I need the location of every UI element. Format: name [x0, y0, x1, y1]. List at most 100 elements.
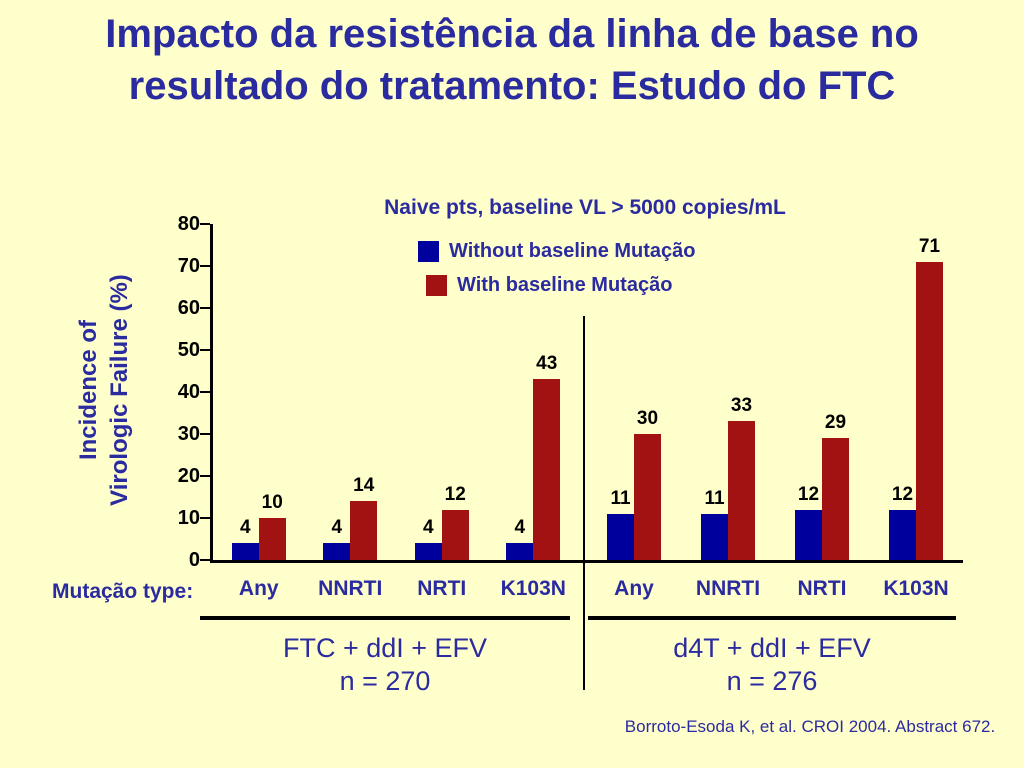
y-tick-label: 80 [177, 213, 200, 235]
y-axis-label-line: Incidence of [75, 319, 102, 461]
group-underline [588, 616, 956, 620]
y-tick-label: 0 [188, 549, 200, 571]
y-tick-label: 30 [177, 423, 200, 445]
y-tick-label: 40 [177, 381, 200, 403]
bar-without-mutation: 4 [506, 517, 534, 560]
mutation-type-label: Mutação type: [52, 580, 194, 603]
y-axis-label-line: Virologic Failure (%) [106, 274, 133, 506]
bar-value-label: 12 [444, 483, 466, 505]
plot-area: 0 10 20 30 40 50 60 70 80 4 10 Any 4 14 NNRTI 4 12 NRTI 4… [178, 213, 963, 600]
bar-value-label: 12 [891, 483, 914, 505]
bar-value-label: 4 [514, 517, 526, 539]
y-tick-mark [200, 349, 210, 351]
chart-legend: Without baseline Mutação With baseline M… [418, 240, 696, 308]
category-label: NRTI [797, 577, 847, 600]
y-tick-label: 10 [177, 507, 200, 529]
bar-with-mutation: 33 [728, 395, 755, 560]
category-label: K103N [883, 577, 949, 600]
y-tick-label: 50 [177, 339, 200, 361]
category-cell: 12 71 K103N [869, 224, 963, 600]
slide-title: Impacto da resistência da linha de base … [105, 12, 919, 108]
group-underline [200, 616, 570, 620]
bar-pair: 11 33 [701, 395, 755, 560]
category-cell: 11 30 Any [587, 224, 681, 600]
bar-with-mutation: 30 [634, 408, 661, 560]
bar-value-label: 71 [918, 235, 941, 257]
bar-pair: 12 29 [795, 412, 849, 560]
bar-value-label: 30 [636, 408, 659, 429]
y-axis-label: Incidence of Virologic Failure (%) [73, 220, 137, 560]
category-cell: 4 12 NRTI [396, 224, 488, 600]
legend-label: Without baseline Mutação [449, 240, 696, 262]
bar-without-mutation: 11 [607, 488, 634, 560]
y-tick-mark [200, 307, 210, 309]
y-tick-label: 70 [177, 255, 200, 277]
bar-without-mutation: 12 [889, 484, 916, 560]
group-caption-d4t: d4T + ddI + EFV n = 276 [588, 632, 956, 698]
bar-value-label: 4 [331, 517, 343, 539]
group-n-label: n = 270 [339, 666, 431, 696]
bar-pair: 4 14 [323, 475, 378, 560]
bar-without-mutation: 4 [323, 517, 351, 560]
group-caption-ftc: FTC + ddI + EFV n = 270 [200, 632, 570, 698]
bar-pair: 4 12 [414, 484, 469, 560]
bar-with-mutation: 14 [350, 475, 378, 560]
group-label: d4T + ddI + EFV [673, 633, 871, 663]
group-divider-line [583, 316, 585, 690]
bar-without-mutation: 11 [701, 488, 728, 560]
y-axis-ticks: 0 10 20 30 40 50 60 70 80 [148, 213, 210, 571]
citation-footer: Borroto-Esoda K, et al. CROI 2004. Abstr… [624, 717, 996, 736]
y-tick-label: 60 [177, 297, 200, 319]
y-tick-label: 20 [177, 465, 200, 487]
category-label: NNRTI [695, 577, 761, 600]
bar-value-label: 4 [422, 517, 434, 539]
legend-item-without: Without baseline Mutação [418, 240, 696, 263]
bar-without-mutation: 4 [414, 517, 442, 560]
category-label: NRTI [417, 577, 467, 600]
bar-without-mutation: 12 [795, 484, 822, 560]
bar-value-label: 11 [610, 487, 631, 509]
bar-with-mutation: 10 [258, 492, 286, 560]
legend-label: With baseline Mutação [457, 274, 673, 296]
y-tick-mark [200, 391, 210, 393]
bar-with-mutation: 71 [916, 236, 943, 560]
bar-with-mutation: 12 [441, 484, 469, 560]
group-label: FTC + ddI + EFV [282, 633, 488, 663]
y-tick-mark [200, 559, 210, 561]
bar-value-label: 43 [536, 353, 558, 375]
bar-value-label: 14 [353, 475, 375, 497]
category-label: Any [238, 577, 279, 600]
bar-with-mutation: 29 [822, 412, 849, 560]
bar-value-label: 10 [261, 492, 283, 513]
category-label: NNRTI [318, 577, 383, 600]
y-tick-mark [200, 265, 210, 267]
bar-pair: 12 71 [889, 236, 943, 560]
bar-value-label: 12 [797, 483, 820, 505]
y-tick-mark [200, 475, 210, 477]
y-tick-mark [200, 517, 210, 519]
bar-group-ftc: 4 10 Any 4 14 NNRTI 4 12 NRTI 4 43 K103N [213, 224, 580, 600]
category-cell: 12 29 NRTI [775, 224, 869, 600]
bar-value-label: 33 [730, 395, 753, 417]
chart-title: Naive pts, baseline VL > 5000 copies/mL [384, 196, 786, 219]
legend-swatch-blue-icon [418, 241, 439, 262]
bar-with-mutation: 43 [533, 353, 561, 560]
category-cell: 4 43 K103N [488, 224, 580, 600]
category-cell: 4 10 Any [213, 224, 305, 600]
legend-swatch-red-icon [426, 275, 447, 296]
bar-without-mutation: 4 [231, 517, 259, 560]
bar-pair: 4 43 [506, 353, 561, 560]
bar-value-label: 29 [824, 412, 847, 434]
legend-item-with: With baseline Mutação [426, 274, 696, 297]
bar-value-label: 4 [239, 517, 251, 539]
bar-value-label: 11 [704, 487, 725, 509]
category-label: Any [614, 577, 654, 600]
y-tick-mark [200, 433, 210, 435]
bar-group-d4t: 11 30 Any 11 33 NNRTI 12 29 NRTI 12 71 K103N [587, 224, 963, 600]
bar-pair: 11 30 [607, 408, 661, 560]
category-cell: 4 14 NNRTI [305, 224, 397, 600]
category-label: K103N [500, 577, 566, 600]
group-n-label: n = 276 [726, 666, 818, 696]
category-cell: 11 33 NNRTI [681, 224, 775, 600]
